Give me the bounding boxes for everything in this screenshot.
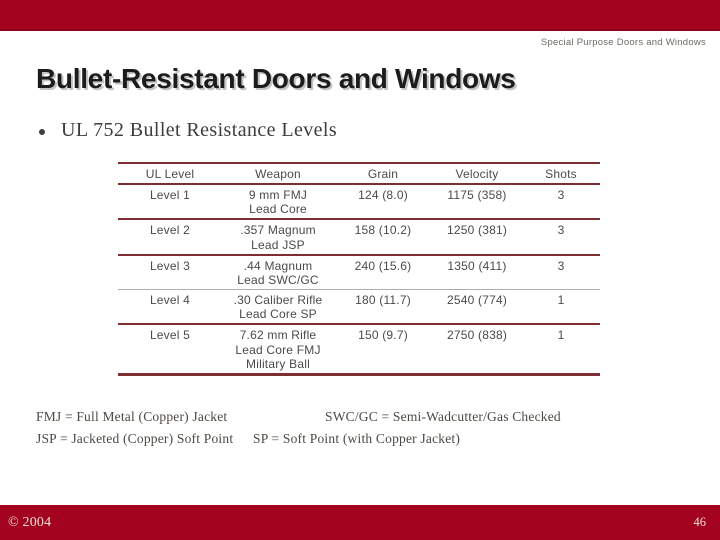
cell-velocity: 2540 (774) <box>446 293 508 308</box>
table-row: Level 2 .357 Magnum Lead JSP 158 (10.2) … <box>118 219 600 255</box>
cell-weapon: .44 Magnum Lead SWC/GC <box>237 258 319 287</box>
ul752-resistance-table: UL Level Weapon Grain Velocity Shots Lev… <box>118 162 600 376</box>
cell-grain: 180 (11.7) <box>355 293 411 308</box>
cell-level: Level 1 <box>149 188 191 203</box>
cell-grain: 158 (10.2) <box>354 223 412 238</box>
table-row: Level 3 .44 Magnum Lead SWC/GC 240 (15.6… <box>118 255 600 290</box>
footnote-jsp: JSP = Jacketed (Copper) Soft Point <box>36 431 234 446</box>
cell-velocity: 1250 (381) <box>446 223 508 238</box>
cell-grain: 240 (15.6) <box>354 258 412 273</box>
cell-weapon: .357 Magnum Lead JSP <box>240 223 316 252</box>
cell-shots: 3 <box>557 223 565 238</box>
table-header-row: UL Level Weapon Grain Velocity Shots <box>118 163 600 185</box>
footnote-fmj: FMJ = Full Metal (Copper) Jacket <box>36 409 228 424</box>
cell-shots: 1 <box>557 293 565 308</box>
bullet-item-label: UL 752 Bullet Resistance Levels <box>61 119 338 141</box>
cell-weapon: .30 Caliber Rifle Lead Core SP <box>233 293 323 322</box>
bottom-red-band: © 2004 46 <box>0 505 720 540</box>
running-header: Special Purpose Doors and Windows <box>540 37 706 48</box>
table-row: Level 1 9 mm FMJ Lead Core 124 (8.0) 117… <box>118 184 600 220</box>
col-header-velocity: Velocity <box>455 167 499 181</box>
col-header-ul-level: UL Level <box>145 167 195 181</box>
bullet-list-item: UL 752 Bullet Resistance Levels <box>39 119 337 142</box>
page-title: Bullet-Resistant Doors and Windows <box>36 63 516 94</box>
cell-weapon: 9 mm FMJ Lead Core <box>248 188 308 217</box>
cell-level: Level 3 <box>149 258 191 273</box>
cell-shots: 3 <box>557 258 565 273</box>
footnote-swc: SWC/GC = Semi-Wadcutter/Gas Checked <box>325 409 561 424</box>
cell-shots: 3 <box>557 188 565 203</box>
footnote-sp: SP = Soft Point (with Copper Jacket) <box>253 431 461 446</box>
col-header-weapon: Weapon <box>255 167 301 181</box>
page-number: 46 <box>693 515 707 529</box>
cell-shots: 1 <box>557 328 565 343</box>
cell-level: Level 2 <box>149 223 191 238</box>
cell-velocity: 2750 (838) <box>446 328 508 343</box>
copyright-label: © 2004 <box>8 514 52 530</box>
cell-velocity: 1175 (358) <box>447 188 507 203</box>
top-red-banner <box>0 0 720 31</box>
cell-velocity: 1350 (411) <box>447 258 507 273</box>
col-header-grain: Grain <box>367 167 399 181</box>
cell-grain: 150 (9.7) <box>358 328 408 343</box>
table-row: Level 5 7.62 mm Rifle Lead Core FMJ Mili… <box>118 324 600 375</box>
cell-level: Level 4 <box>149 293 191 308</box>
cell-grain: 124 (8.0) <box>358 188 408 203</box>
bullet-dot-icon <box>39 129 45 135</box>
col-header-shots: Shots <box>545 167 577 181</box>
cell-weapon: 7.62 mm Rifle Lead Core FMJ Military Bal… <box>235 328 321 371</box>
table-row: Level 4 .30 Caliber Rifle Lead Core SP 1… <box>118 290 600 325</box>
cell-level: Level 5 <box>149 328 191 343</box>
